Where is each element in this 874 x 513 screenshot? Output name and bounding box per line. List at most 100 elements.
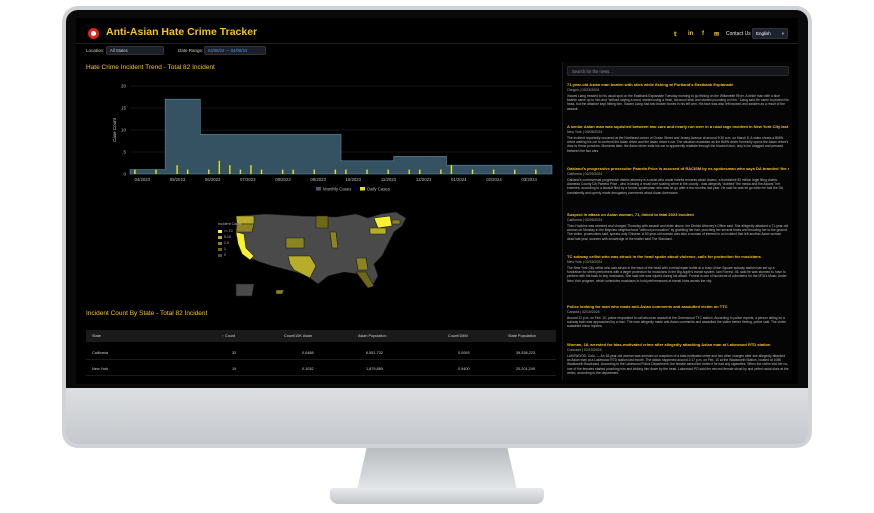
- state-minnesota[interactable]: [315, 215, 329, 229]
- col-state-population[interactable]: State Population: [508, 334, 536, 338]
- col-count[interactable]: ↑ Count: [222, 334, 236, 338]
- y-tick-label: 15: [121, 106, 127, 111]
- col-count-per-1mm[interactable]: Count/1MM: [448, 334, 468, 338]
- legend-swatch: [360, 187, 365, 191]
- x-tick-label: 12/2023: [416, 177, 432, 182]
- x-tick-label: 06/2023: [205, 177, 221, 182]
- daily-case-bar: [345, 169, 347, 174]
- news-item-title[interactable]: Oakland's progressive prosecutor Pamela …: [567, 166, 789, 171]
- app-title: Anti-Asian Hate Crime Tracker: [106, 26, 258, 38]
- news-item-meta: California | 02/26/2024: [567, 218, 603, 222]
- news-item-body: LAKEWOOD, Colo. — An 18-year-old woman w…: [567, 354, 789, 375]
- dashboard-screen: Anti-Asian Hate Crime Tracker 𝕥 in f ✉ C…: [76, 18, 798, 384]
- news-item-title[interactable]: Suspect in attack on Asian woman, 71, li…: [567, 212, 694, 217]
- daily-case-bar: [450, 165, 453, 174]
- state-texas[interactable]: [287, 255, 317, 279]
- news-item-body: The incident reportedly occurred at the …: [567, 136, 789, 153]
- state-georgia[interactable]: [355, 257, 369, 271]
- state-florida[interactable]: [355, 271, 375, 289]
- news-item-title[interactable]: Police looking for man who made anti-Asi…: [567, 304, 728, 309]
- daily-case-bar: [514, 169, 516, 174]
- state-new-york[interactable]: [373, 215, 393, 229]
- daily-case-bar: [334, 169, 337, 174]
- language-select[interactable]: English ▾: [752, 28, 788, 39]
- daily-case-bar: [229, 165, 231, 174]
- news-search-input[interactable]: Search for the news...: [567, 66, 789, 76]
- monitor-chin: [66, 388, 808, 444]
- legend-label: Monthly Cases: [323, 186, 351, 191]
- language-value: English: [756, 31, 771, 36]
- twitter-icon[interactable]: 𝕥: [674, 32, 677, 38]
- x-tick-label: 07/2023: [240, 177, 256, 182]
- news-item-body: Around 11 p.m. on Feb. 10, police respon…: [567, 316, 787, 329]
- daily-case-bar: [281, 169, 284, 174]
- cell-count-per-1mm: 0.0093: [458, 351, 470, 355]
- x-tick-label: 05/2023: [170, 177, 186, 182]
- col-state[interactable]: State: [92, 334, 101, 338]
- news-feed-panel[interactable]: Search for the news... 71-year-old Asian…: [562, 62, 792, 380]
- legend-label: Daily Cases: [367, 186, 390, 191]
- table-row[interactable]: New York 19 0.1032 1,879,880 0.9400 20,2…: [86, 363, 556, 376]
- news-item-meta: Oregon | 02/23/2024: [567, 88, 600, 92]
- mail-icon[interactable]: ✉: [714, 32, 720, 38]
- state-hawaii[interactable]: [275, 289, 285, 295]
- daily-case-bar: [535, 169, 537, 174]
- facebook-icon[interactable]: f: [702, 31, 704, 37]
- date-range-label: Date Range:: [178, 48, 204, 53]
- daily-case-bar: [186, 169, 189, 174]
- map-legend-item: 2-5: [218, 241, 229, 245]
- state-oregon[interactable]: [235, 223, 255, 233]
- linkedin-icon[interactable]: in: [688, 31, 694, 37]
- state-table-header: State ↑ Count Count/10K Asian Asian Popu…: [86, 330, 556, 342]
- daily-case-bar: [387, 169, 389, 174]
- col-count-per-10k[interactable]: Count/10K Asian: [284, 334, 313, 338]
- daily-case-bar: [134, 169, 136, 174]
- cell-state: New York: [92, 367, 109, 371]
- news-item-meta: Colorado | 02/10/2024: [567, 348, 602, 352]
- daily-case-bar: [218, 160, 221, 174]
- news-item-body: Xiaomi Liang headed to his usual spot on…: [567, 94, 789, 111]
- state-colorado[interactable]: [285, 237, 305, 249]
- y-tick-label: 10: [121, 128, 127, 133]
- location-select[interactable]: All States: [106, 46, 164, 55]
- y-tick-label: 20: [121, 84, 127, 89]
- monthly-cases-area: [129, 98, 553, 175]
- col-asian-population[interactable]: Asian Population: [358, 334, 387, 338]
- daily-case-bar: [313, 169, 315, 174]
- cell-count: 19: [232, 367, 237, 371]
- x-tick-label: 03/2024: [521, 177, 537, 182]
- app-logo-icon: [88, 28, 99, 39]
- monitor-stand: [357, 448, 517, 490]
- state-california[interactable]: [235, 231, 255, 261]
- state-illinois[interactable]: [329, 231, 339, 249]
- cell-asian-population: 1,879,880: [366, 367, 383, 371]
- state-pennsylvania[interactable]: [369, 227, 387, 235]
- news-item-title[interactable]: TC subway cellist who was struck in the …: [567, 254, 761, 259]
- daily-case-bar: [419, 169, 421, 174]
- map-legend-item: 1: [218, 247, 226, 251]
- daily-case-bar: [408, 169, 410, 174]
- x-tick-label: 09/2023: [310, 177, 326, 182]
- cell-count: 32: [232, 351, 237, 355]
- monitor-base: [330, 488, 544, 504]
- trend-chart-svg: 0 5 10 15 20 Case Count 04/2023 05/2023 06/2023 0…: [112, 84, 553, 191]
- news-item-meta: New York | 02/15/2024: [567, 260, 603, 264]
- contact-us-link[interactable]: Contact Us: [726, 31, 751, 37]
- state-massachusetts[interactable]: [391, 219, 401, 225]
- location-value: All States: [110, 48, 128, 53]
- state-alaska[interactable]: [235, 283, 255, 297]
- y-tick-label: 0: [123, 172, 126, 177]
- news-item-title[interactable]: A senior Asian man was squished between …: [567, 124, 789, 129]
- date-range-input[interactable]: 04/06/22 — 04/06/24: [204, 46, 266, 55]
- daily-case-bar: [366, 169, 368, 174]
- cell-count-per-1mm: 0.9400: [458, 367, 470, 371]
- news-item-title[interactable]: 71-year-old Asian man beaten with stick …: [567, 82, 734, 87]
- legend-swatch: [316, 187, 321, 191]
- x-tick-label: 10/2023: [346, 177, 362, 182]
- us-incident-map[interactable]: [206, 204, 426, 304]
- map-legend-item: 0: [218, 253, 226, 257]
- table-row[interactable]: California 32 0.0488 6,551,732 0.0093 39…: [86, 347, 556, 360]
- news-item-title[interactable]: Woman, 18, arrested for bias-motivated c…: [567, 342, 771, 347]
- header-bar: Anti-Asian Hate Crime Tracker 𝕥 in f ✉ C…: [76, 18, 798, 44]
- news-item-body: Oakland's controversial progressive dist…: [567, 178, 784, 195]
